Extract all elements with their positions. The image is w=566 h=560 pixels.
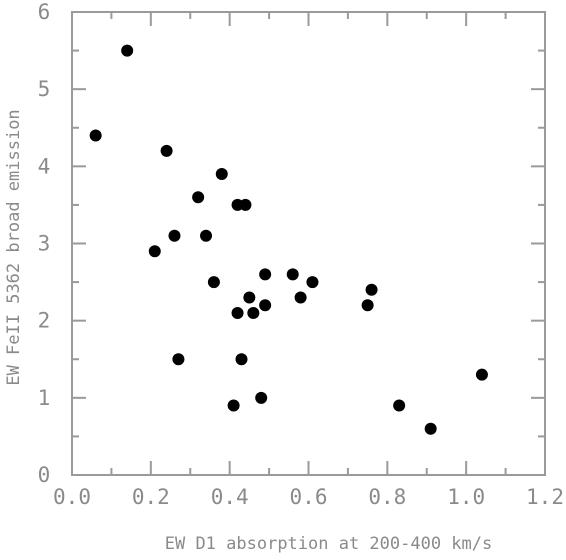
- x-tick-label: 1.2: [526, 485, 564, 509]
- data-point: [365, 283, 378, 296]
- data-point: [286, 268, 299, 281]
- y-tick-label: 0: [38, 463, 51, 487]
- data-point: [361, 299, 374, 312]
- data-point: [227, 399, 240, 412]
- data-point: [121, 44, 134, 57]
- data-point: [239, 198, 252, 211]
- data-point: [231, 306, 244, 319]
- data-point: [200, 229, 213, 242]
- data-point: [294, 291, 307, 304]
- y-tick-label: 4: [38, 154, 51, 178]
- data-point: [306, 276, 319, 289]
- data-point: [424, 422, 437, 435]
- y-axis-title: EW FeII 5362 broad emission: [4, 109, 24, 385]
- x-tick-label: 0.6: [290, 485, 328, 509]
- data-point: [168, 229, 181, 242]
- x-tick-label: 1.0: [447, 485, 485, 509]
- data-point: [148, 245, 161, 258]
- plot-frame: [71, 11, 546, 476]
- data-point: [192, 191, 205, 204]
- data-point: [393, 399, 406, 412]
- axis-ticks: [71, 11, 546, 476]
- y-tick-label: 6: [38, 0, 51, 24]
- data-point: [89, 129, 102, 142]
- data-points: [89, 44, 488, 435]
- y-tick-labels: 0 1 2 3 4 5 6: [38, 0, 51, 487]
- data-point: [259, 268, 272, 281]
- x-axis-title: EW D1 absorption at 200-400 km/s: [165, 534, 493, 554]
- x-tick-label: 0.8: [368, 485, 406, 509]
- data-point: [255, 391, 268, 404]
- y-tick-label: 2: [38, 309, 51, 333]
- data-point: [160, 144, 173, 157]
- x-tick-label: 0.0: [53, 485, 91, 509]
- x-tick-labels: 0.0 0.2 0.4 0.6 0.8 1.0 1.2: [53, 485, 564, 509]
- data-point: [172, 353, 185, 366]
- data-point: [475, 368, 488, 381]
- x-tick-label: 0.2: [132, 485, 170, 509]
- plot-border: [71, 11, 546, 476]
- data-point: [243, 291, 256, 304]
- data-point: [235, 353, 248, 366]
- y-tick-label: 1: [38, 386, 51, 410]
- y-tick-label: 3: [38, 232, 51, 256]
- data-point: [247, 306, 260, 319]
- data-point: [207, 276, 220, 289]
- data-point: [259, 299, 272, 312]
- data-point: [215, 168, 228, 181]
- x-tick-label: 0.4: [211, 485, 249, 509]
- y-tick-label: 5: [38, 77, 51, 101]
